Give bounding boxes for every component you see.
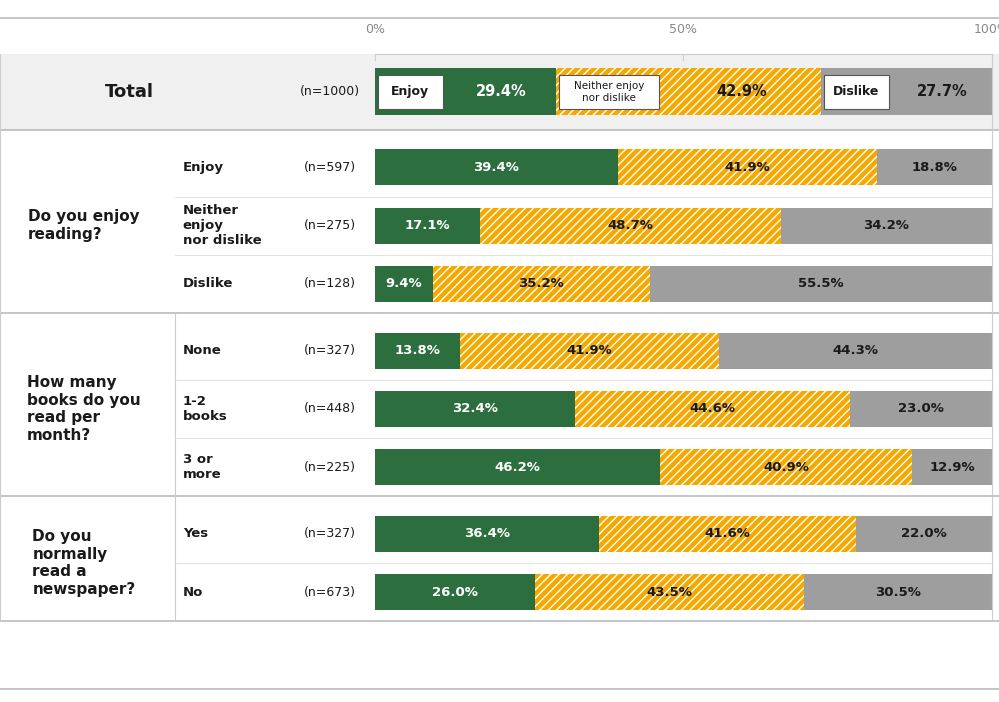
- Text: None: None: [183, 344, 222, 357]
- Text: 23.0%: 23.0%: [898, 402, 944, 416]
- Bar: [460, 333, 718, 369]
- Text: 0%: 0%: [365, 23, 385, 37]
- Text: 55.5%: 55.5%: [798, 277, 844, 291]
- Bar: [433, 266, 650, 302]
- Text: (n=225): (n=225): [304, 461, 356, 474]
- Bar: [0, 54, 999, 130]
- Bar: [856, 516, 992, 552]
- Text: Dislike: Dislike: [183, 277, 233, 291]
- Text: Enjoy: Enjoy: [183, 161, 224, 174]
- Bar: [0, 138, 999, 313]
- Bar: [599, 516, 856, 552]
- Text: 43.5%: 43.5%: [646, 585, 692, 599]
- Text: 26.0%: 26.0%: [432, 585, 478, 599]
- Text: 39.4%: 39.4%: [474, 161, 519, 174]
- Text: 18.8%: 18.8%: [912, 161, 957, 174]
- Bar: [821, 69, 992, 115]
- Bar: [375, 208, 481, 244]
- Text: 9.4%: 9.4%: [386, 277, 422, 291]
- Bar: [375, 449, 660, 485]
- Text: (n=327): (n=327): [304, 344, 356, 357]
- Text: 41.6%: 41.6%: [705, 527, 750, 541]
- Text: 12.9%: 12.9%: [929, 461, 975, 474]
- Text: 27.7%: 27.7%: [917, 84, 968, 100]
- Text: 35.2%: 35.2%: [518, 277, 564, 291]
- Text: 41.9%: 41.9%: [724, 161, 770, 174]
- Bar: [617, 150, 876, 185]
- Bar: [559, 75, 659, 109]
- Text: 32.4%: 32.4%: [452, 402, 498, 416]
- Text: 44.6%: 44.6%: [689, 402, 735, 416]
- Bar: [876, 150, 993, 185]
- Bar: [850, 391, 992, 427]
- Text: 34.2%: 34.2%: [863, 219, 909, 232]
- Text: 41.9%: 41.9%: [566, 344, 612, 357]
- Text: Do you
normally
read a
newspaper?: Do you normally read a newspaper?: [32, 529, 136, 597]
- Text: 44.3%: 44.3%: [832, 344, 878, 357]
- Bar: [781, 208, 992, 244]
- Text: 3 or
more: 3 or more: [183, 453, 222, 481]
- Bar: [535, 574, 804, 610]
- Bar: [556, 69, 821, 115]
- Bar: [718, 333, 992, 369]
- Text: 36.4%: 36.4%: [464, 527, 509, 541]
- Text: Neither
enjoy
nor dislike: Neither enjoy nor dislike: [183, 204, 262, 247]
- Bar: [824, 75, 889, 109]
- Bar: [460, 333, 718, 369]
- Text: How many
books do you
read per
month?: How many books do you read per month?: [27, 376, 141, 442]
- Bar: [375, 266, 433, 302]
- Text: 100%: 100%: [974, 23, 999, 37]
- Text: Enjoy: Enjoy: [391, 86, 430, 98]
- Text: No: No: [183, 585, 203, 599]
- Bar: [660, 449, 912, 485]
- Text: (n=128): (n=128): [304, 277, 356, 291]
- Bar: [375, 150, 617, 185]
- Text: (n=448): (n=448): [304, 402, 356, 416]
- Text: 29.4%: 29.4%: [476, 84, 526, 100]
- Text: (n=275): (n=275): [304, 219, 356, 232]
- Text: (n=673): (n=673): [304, 585, 356, 599]
- Bar: [556, 69, 821, 115]
- Bar: [0, 505, 999, 621]
- Bar: [617, 150, 876, 185]
- Bar: [433, 266, 650, 302]
- Text: (n=327): (n=327): [304, 527, 356, 541]
- Text: 42.9%: 42.9%: [716, 84, 767, 100]
- Text: Total: Total: [105, 83, 155, 101]
- Bar: [912, 449, 992, 485]
- Text: Neither enjoy
nor dislike: Neither enjoy nor dislike: [573, 81, 644, 103]
- Text: 40.9%: 40.9%: [763, 461, 809, 474]
- Text: 46.2%: 46.2%: [495, 461, 540, 474]
- Bar: [574, 391, 850, 427]
- Bar: [481, 208, 781, 244]
- Text: Dislike: Dislike: [833, 86, 880, 98]
- Bar: [574, 391, 850, 427]
- Bar: [660, 449, 912, 485]
- Bar: [378, 75, 443, 109]
- Bar: [599, 516, 856, 552]
- Text: 50%: 50%: [669, 23, 697, 37]
- Text: 1-2
books: 1-2 books: [183, 395, 228, 423]
- Text: (n=597): (n=597): [304, 161, 356, 174]
- Text: 13.8%: 13.8%: [395, 344, 441, 357]
- Text: Yes: Yes: [183, 527, 208, 541]
- Bar: [804, 574, 992, 610]
- Text: (n=1000): (n=1000): [300, 86, 360, 98]
- Bar: [535, 574, 804, 610]
- Text: Do you enjoy
reading?: Do you enjoy reading?: [28, 209, 140, 242]
- Text: 48.7%: 48.7%: [607, 219, 653, 232]
- Bar: [0, 322, 999, 496]
- Text: 30.5%: 30.5%: [875, 585, 921, 599]
- Bar: [375, 516, 599, 552]
- Bar: [481, 208, 781, 244]
- Bar: [375, 574, 535, 610]
- Text: 17.1%: 17.1%: [405, 219, 451, 232]
- Text: 22.0%: 22.0%: [901, 527, 947, 541]
- Bar: [375, 69, 556, 115]
- Bar: [650, 266, 993, 302]
- Bar: [375, 333, 460, 369]
- Bar: [375, 391, 574, 427]
